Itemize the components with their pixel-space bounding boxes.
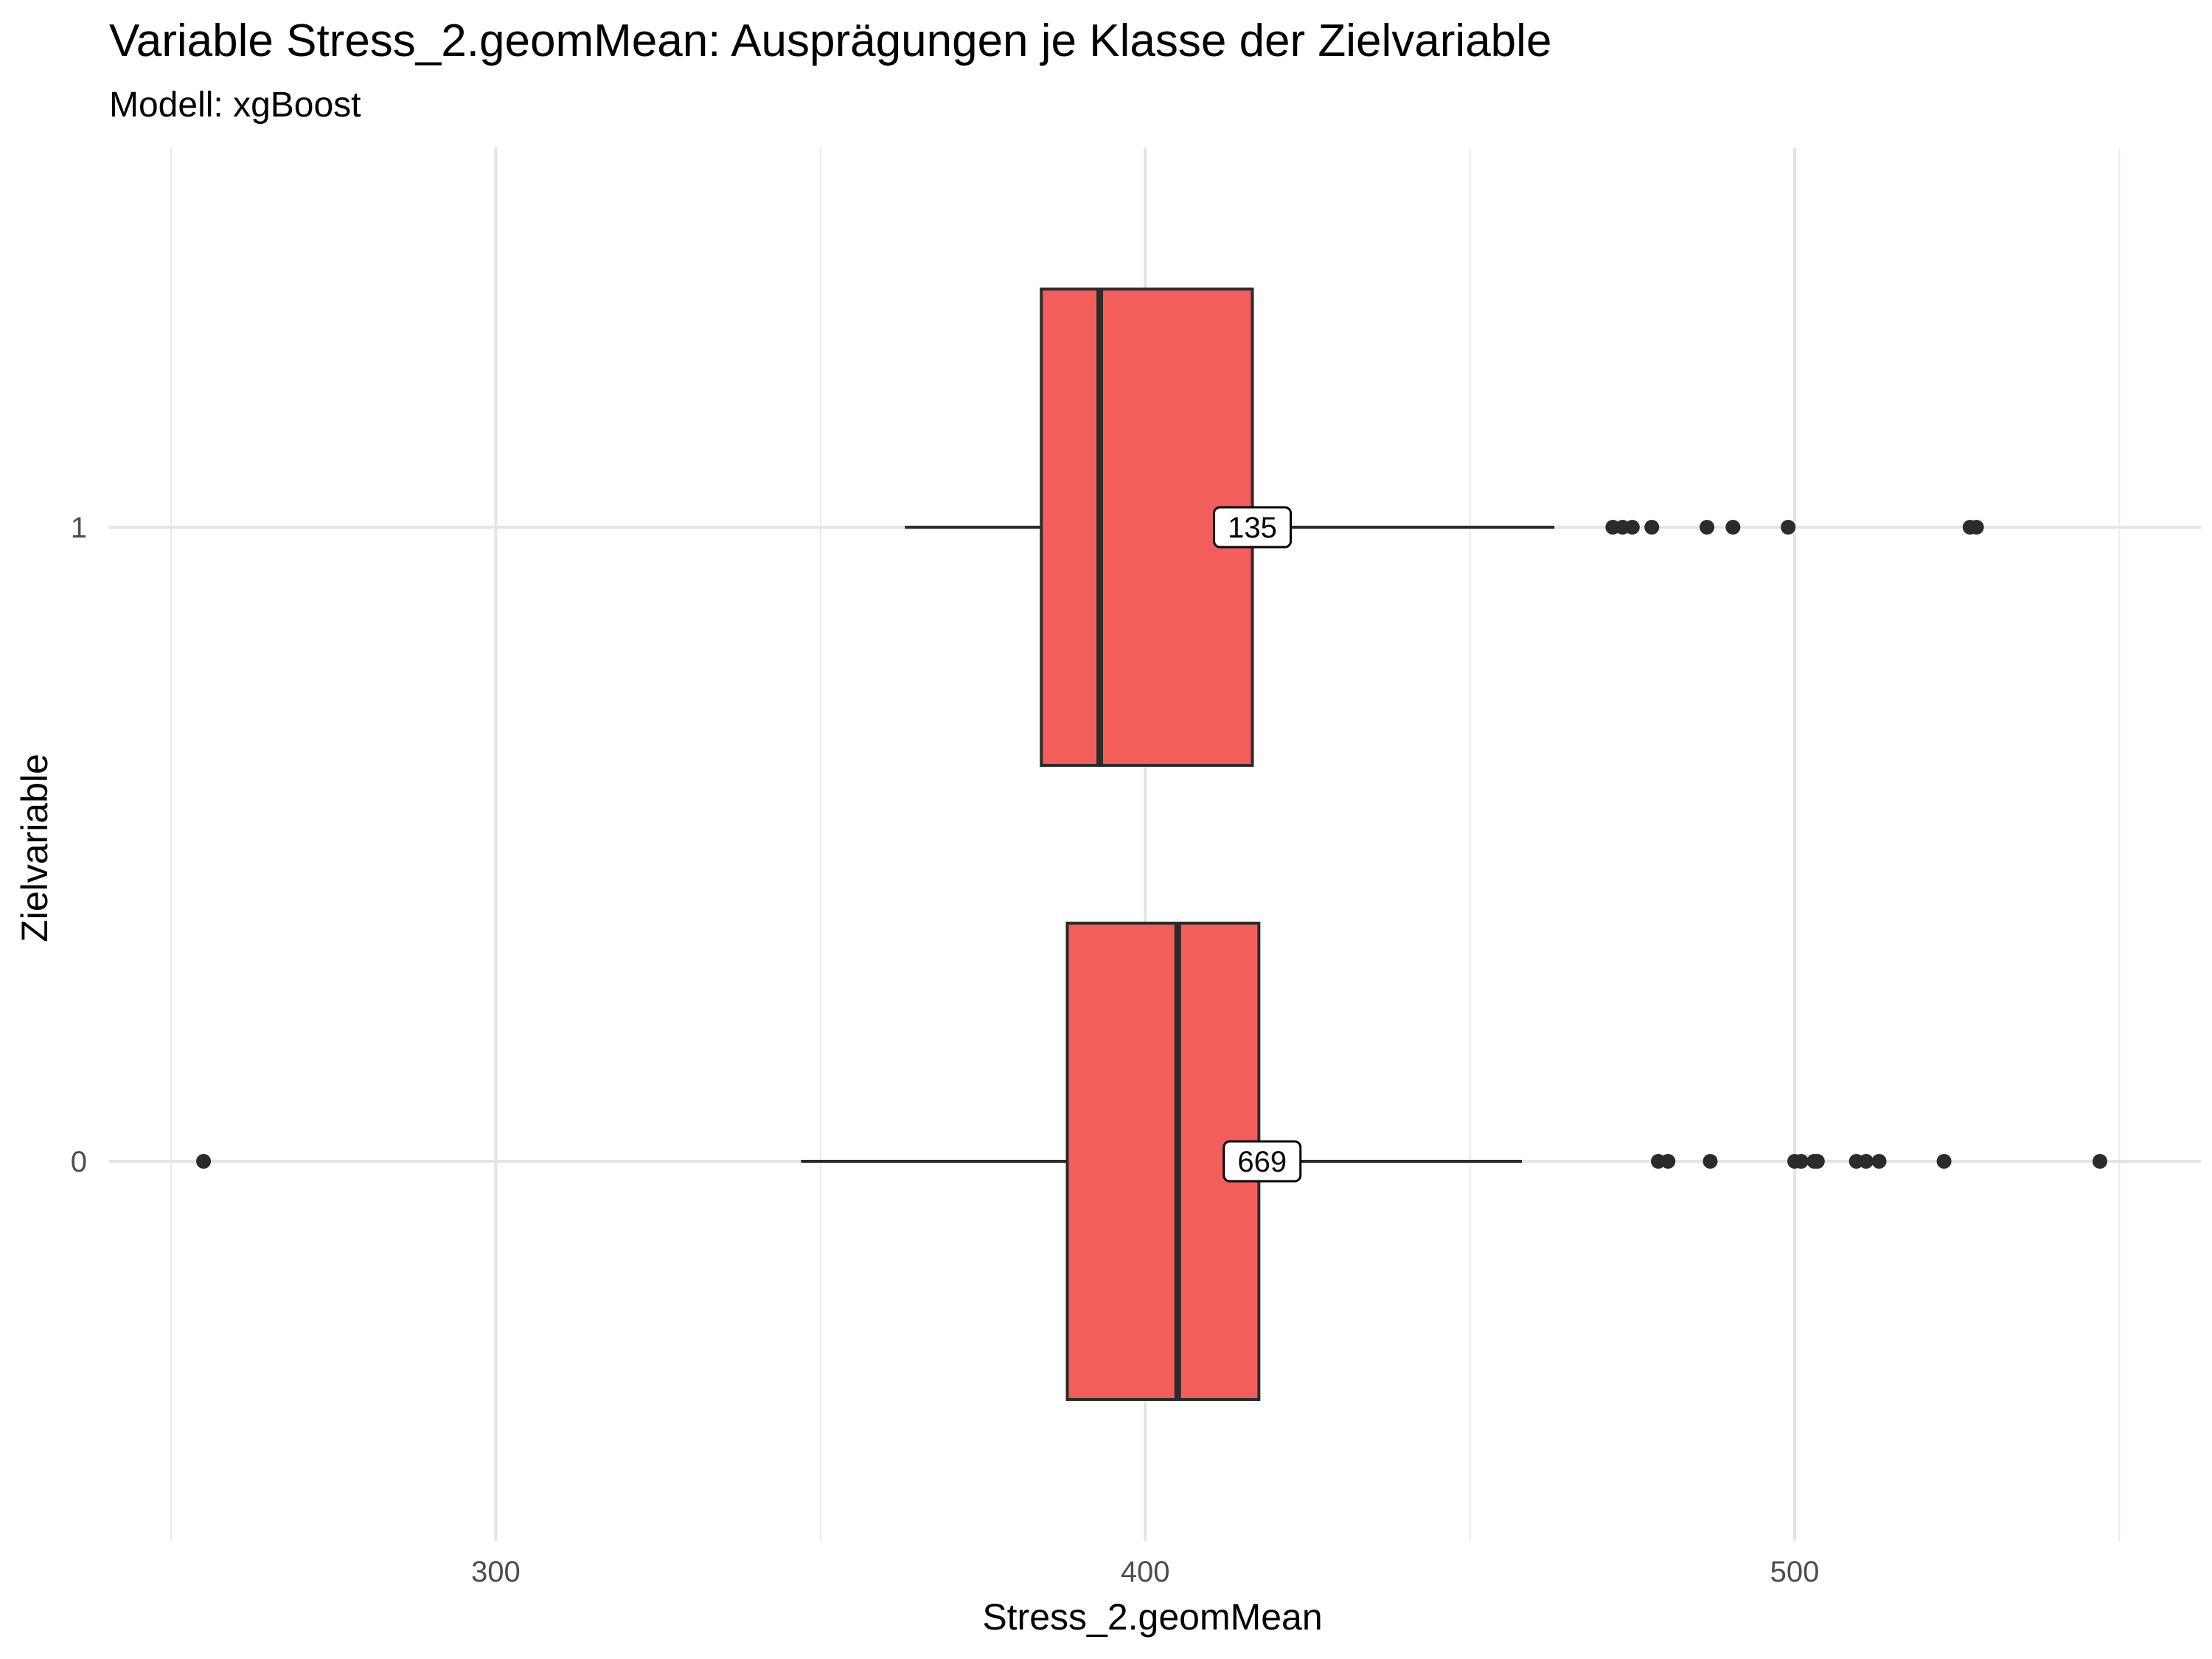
x-tick-label: 400 (1121, 1556, 1170, 1588)
chart-subtitle: Modell: xgBoost (109, 86, 361, 125)
outlier-point (2092, 1154, 2107, 1169)
outlier-point (1703, 1154, 1718, 1169)
outlier-point (1809, 1154, 1825, 1169)
y-tick-labels: 10 (71, 512, 87, 1178)
outlier-point (1871, 1154, 1887, 1169)
outlier-point (1700, 520, 1715, 535)
outlier-point (1660, 1154, 1676, 1169)
y-axis-label: Zielvariable (14, 754, 55, 942)
outlier-point (1725, 520, 1741, 535)
x-tick-labels: 300 400 500 (471, 1556, 1819, 1588)
chart-title: Variable Stress_2.geomMean: Ausprägungen… (109, 15, 1551, 66)
x-tick-label: 500 (1770, 1556, 1820, 1588)
outlier-point (1793, 1154, 1809, 1169)
outlier-point (1858, 1154, 1874, 1169)
x-axis-label: Stress_2.geomMean (982, 1596, 1322, 1638)
outlier-point (1936, 1154, 1952, 1169)
outlier-point (196, 1154, 212, 1169)
x-tick-label: 300 (471, 1556, 521, 1588)
box-group-0: 669 (196, 922, 2107, 1401)
count-label: 135 (1228, 512, 1277, 544)
outlier-point (1781, 520, 1796, 535)
count-label: 669 (1237, 1146, 1287, 1178)
count-label-box (1213, 506, 1293, 549)
box-group-1: 135 (905, 288, 1984, 767)
y-tick-label: 0 (71, 1146, 87, 1178)
outlier-point (1624, 520, 1640, 535)
count-label-box (1222, 1140, 1302, 1183)
outlier-point (1644, 520, 1660, 535)
y-tick-label: 1 (71, 512, 87, 544)
outlier-point (1969, 520, 1984, 535)
boxplot-series: 135 669 (196, 288, 2107, 1401)
